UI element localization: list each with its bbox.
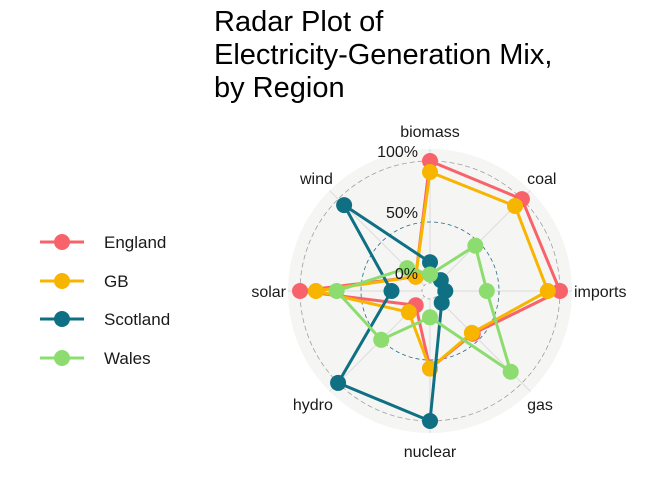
axis-label-solar: solar bbox=[251, 284, 286, 301]
series-point-scotland-nuclear bbox=[422, 413, 438, 429]
chart-title-line-1: Radar Plot of bbox=[214, 6, 384, 38]
series-point-wales-nuclear bbox=[422, 309, 438, 326]
series-point-gb-hydro bbox=[400, 304, 417, 321]
radial-tick-label-50: 50% bbox=[386, 205, 418, 222]
legend-label-england: England bbox=[104, 233, 167, 252]
axis-label-hydro: hydro bbox=[293, 397, 333, 414]
legend-label-scotland: Scotland bbox=[104, 310, 171, 329]
series-point-gb-gas bbox=[463, 324, 480, 341]
series-point-wales-imports bbox=[478, 283, 495, 299]
series-point-wales-solar bbox=[328, 283, 345, 299]
series-point-wales-hydro bbox=[373, 331, 390, 348]
legend-key-scotland bbox=[40, 311, 84, 327]
series-point-scotland-biomass bbox=[422, 254, 438, 271]
series-point-wales-coal bbox=[467, 237, 484, 254]
legend-key-wales bbox=[40, 349, 84, 366]
axis-label-biomass: biomass bbox=[400, 124, 460, 141]
series-point-gb-solar bbox=[307, 283, 324, 299]
legend-key-gb bbox=[40, 272, 84, 289]
series-point-wales-biomass bbox=[422, 266, 438, 283]
series-point-gb-imports bbox=[539, 283, 556, 299]
series-layer bbox=[292, 153, 568, 429]
chart-title-line-3: by Region bbox=[214, 72, 345, 104]
axis-label-nuclear: nuclear bbox=[404, 444, 457, 461]
series-point-wales-wind bbox=[399, 260, 416, 277]
label-layer: 0% 50% 100% biomass coal imports gas nuclear hyd… bbox=[251, 124, 626, 461]
axis-label-coal: coal bbox=[527, 171, 556, 188]
series-point-scotland-gas bbox=[433, 294, 450, 311]
radial-tick-label-100: 100% bbox=[377, 144, 418, 161]
series-point-gb-coal bbox=[507, 197, 524, 214]
series-point-scotland-wind bbox=[336, 197, 353, 214]
series-point-scotland-solar bbox=[383, 283, 400, 299]
legend-point-wales bbox=[54, 349, 70, 366]
legend-point-gb bbox=[54, 272, 70, 289]
legend-label-wales: Wales bbox=[104, 348, 151, 368]
legend-label-gb: GB bbox=[104, 271, 129, 291]
axis-label-wind: wind bbox=[299, 171, 333, 188]
series-point-wales-gas bbox=[502, 363, 519, 380]
legend-point-scotland bbox=[54, 311, 70, 327]
series-point-gb-biomass bbox=[422, 163, 438, 180]
radial-tick-label-0: 0% bbox=[395, 266, 418, 283]
chart-title-line-2: Electricity-Generation Mix, bbox=[214, 39, 553, 71]
axis-label-imports: imports bbox=[574, 284, 626, 301]
series-point-england-biomass bbox=[422, 153, 438, 169]
series-point-england-solar bbox=[292, 283, 308, 299]
axis-label-gas: gas bbox=[527, 397, 553, 414]
legend-point-england bbox=[54, 234, 70, 250]
legend-key-england bbox=[40, 234, 84, 250]
chart-title: Radar Plot of Electricity-Generation Mix… bbox=[214, 6, 654, 105]
grid-circle-50 bbox=[360, 221, 500, 361]
series-point-england-imports bbox=[552, 283, 568, 299]
series-point-scotland-hydro bbox=[330, 374, 347, 391]
